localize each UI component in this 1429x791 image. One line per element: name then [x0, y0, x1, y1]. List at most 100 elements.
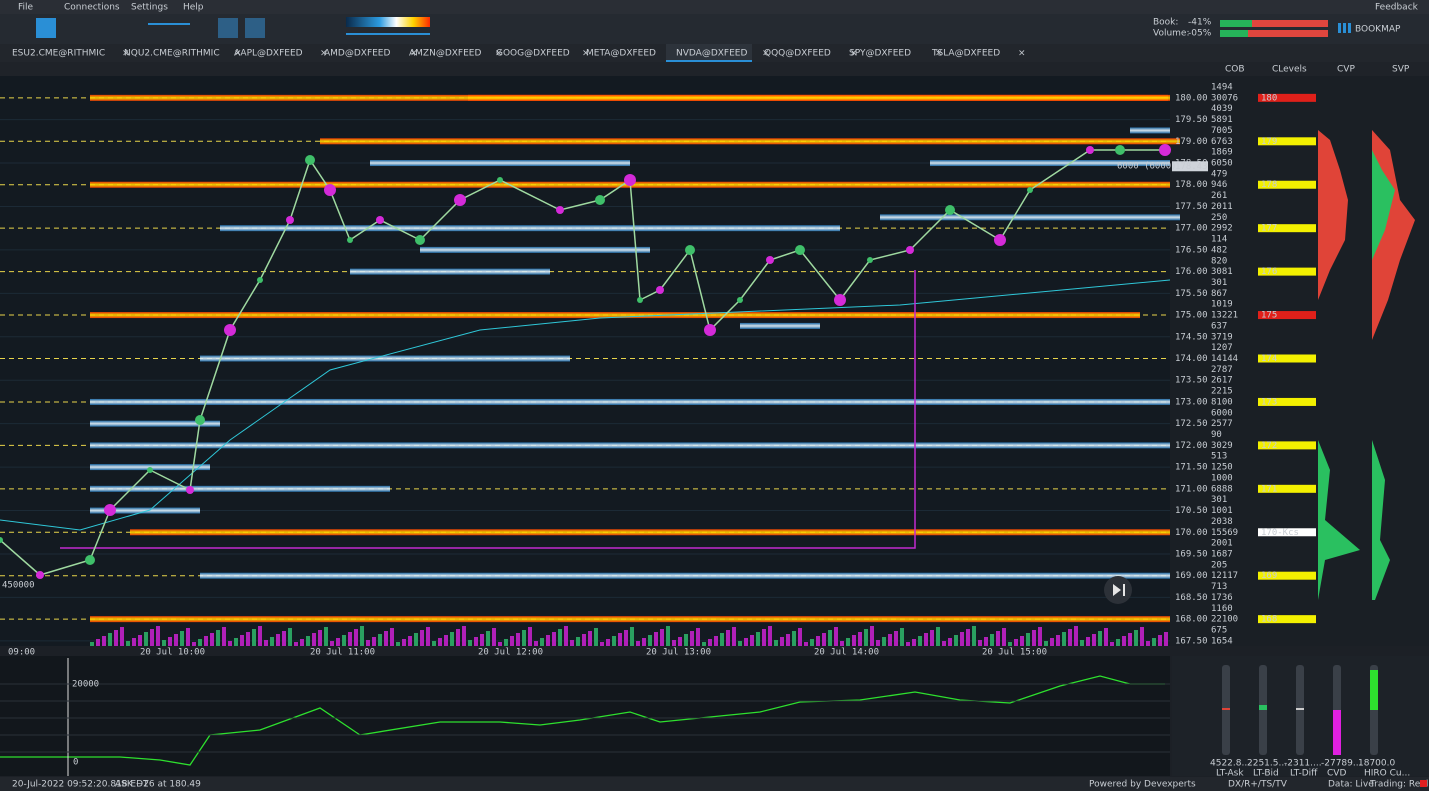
tab-close[interactable]: ×: [582, 49, 590, 59]
tab[interactable]: GOOG@DXFEED: [496, 49, 570, 59]
widget-value: 2251.5...: [1247, 759, 1287, 769]
cob-value: 4039: [1211, 104, 1233, 114]
tab-close[interactable]: ×: [495, 49, 503, 59]
volume-bar: [438, 638, 442, 646]
cob-value: 637: [1211, 321, 1227, 331]
volume-bar: [966, 629, 970, 646]
volume-bar: [450, 632, 454, 646]
volume-bar: [1062, 632, 1066, 646]
brand-name: BOOKMAP: [1355, 25, 1401, 35]
volume-bar: [462, 626, 466, 646]
volume-bar: [402, 639, 406, 646]
time-label: 20 Jul 13:00: [646, 648, 711, 658]
price-label: 176.00: [1175, 267, 1208, 277]
heat-scale[interactable]: [346, 17, 430, 27]
volume-bar: [864, 629, 868, 646]
volume-bar: [630, 627, 634, 646]
tab[interactable]: TSLA@DXFEED: [931, 49, 1000, 59]
volume-bar: [444, 635, 448, 646]
price-label: 171.00: [1175, 484, 1208, 494]
widget-value: -2311....: [1284, 759, 1322, 769]
volume-bar: [1008, 642, 1012, 646]
cob-value: 946: [1211, 180, 1227, 190]
liquidity-band: [200, 572, 1170, 579]
cvp-profile: [1318, 440, 1360, 600]
volume-bar: [1158, 635, 1162, 646]
svp-profile: [1372, 150, 1395, 260]
liquidity-band: [220, 225, 840, 232]
tab[interactable]: NQU2.CME@RITHMIC: [124, 49, 220, 59]
volume-bar: [516, 633, 520, 646]
cob-value: 2011: [1211, 202, 1233, 212]
volume-bar: [906, 642, 910, 646]
volume-bar: [474, 637, 478, 646]
cvd-line: [0, 675, 1165, 766]
tab-close[interactable]: ×: [762, 49, 770, 59]
menu-item[interactable]: Settings: [131, 3, 168, 13]
tab-active: [666, 44, 752, 62]
clevel-box: [1258, 615, 1316, 624]
cob-value: 1250: [1211, 463, 1233, 473]
menu-item[interactable]: File: [18, 3, 34, 13]
price-label: 174.50: [1175, 332, 1208, 342]
trade-bubble: [0, 537, 3, 543]
tab[interactable]: AMZN@DXFEED: [409, 49, 481, 59]
volume-bar: [750, 635, 754, 646]
clevel-box: [1258, 267, 1316, 276]
menu-item[interactable]: Connections: [64, 3, 120, 13]
tab-close[interactable]: ×: [320, 49, 328, 59]
column-header: CVP: [1337, 65, 1355, 75]
tab[interactable]: NVDA@DXFEED: [676, 49, 747, 59]
tab[interactable]: AMD@DXFEED: [324, 49, 390, 59]
clevel-box: [1258, 528, 1316, 537]
tab[interactable]: AAPL@DXFEED: [234, 49, 303, 59]
widget-value: 4522.8...: [1210, 759, 1250, 769]
volume-bar: [228, 641, 232, 646]
tool-active[interactable]: [36, 18, 56, 38]
cob-value: 2992: [1211, 224, 1233, 234]
menu-item[interactable]: Help: [183, 3, 204, 13]
price-label: 172.00: [1175, 441, 1208, 451]
tab-close[interactable]: ×: [410, 49, 418, 59]
cob-value: 7005: [1211, 126, 1233, 136]
tab-close[interactable]: ×: [850, 49, 858, 59]
volume-bar: [834, 627, 838, 646]
tab-close[interactable]: ×: [935, 49, 943, 59]
tool-active[interactable]: [218, 18, 238, 38]
volume-bar: [216, 630, 220, 646]
trade-bubble: [766, 256, 774, 264]
tab[interactable]: QQQ@DXFEED: [764, 49, 831, 59]
play-icon[interactable]: [1113, 584, 1125, 596]
column-header: SVP: [1392, 65, 1410, 75]
tab-close[interactable]: ×: [122, 49, 130, 59]
cob-value: 1000: [1211, 473, 1233, 483]
trade-bubble: [195, 415, 205, 425]
liquidity-band: [90, 420, 220, 427]
tab[interactable]: META@DXFEED: [586, 49, 656, 59]
volume-bar: [390, 628, 394, 646]
tab[interactable]: ESU2.CME@RITHMIC: [12, 49, 105, 59]
volume-bar: [894, 631, 898, 646]
price-label: 175.00: [1175, 311, 1208, 321]
volume-bar: [1140, 627, 1144, 646]
cob-value: 675: [1211, 626, 1227, 636]
cob-value: 6000: [1211, 408, 1233, 418]
cob-value: 3029: [1211, 441, 1233, 451]
trade-bubble: [637, 297, 643, 303]
tab-close[interactable]: ×: [234, 49, 242, 59]
tool-active[interactable]: [245, 18, 265, 38]
volume-bar: [624, 630, 628, 646]
cob-value: 1869: [1211, 148, 1233, 158]
liquidity-band: [130, 529, 1170, 536]
trade-bubble: [147, 467, 153, 473]
tab[interactable]: SPY@DXFEED: [849, 49, 911, 59]
volume-bar: [540, 638, 544, 646]
volume-bar: [1032, 630, 1036, 646]
volume-bar: [636, 641, 640, 646]
cob-value: 90: [1211, 430, 1222, 440]
liquidity-band: [930, 160, 1170, 167]
volume-label: Volume:: [1153, 29, 1190, 39]
volume-bar: [960, 632, 964, 646]
feedback-link[interactable]: Feedback: [1375, 3, 1419, 13]
tab-close[interactable]: ×: [1018, 49, 1026, 59]
